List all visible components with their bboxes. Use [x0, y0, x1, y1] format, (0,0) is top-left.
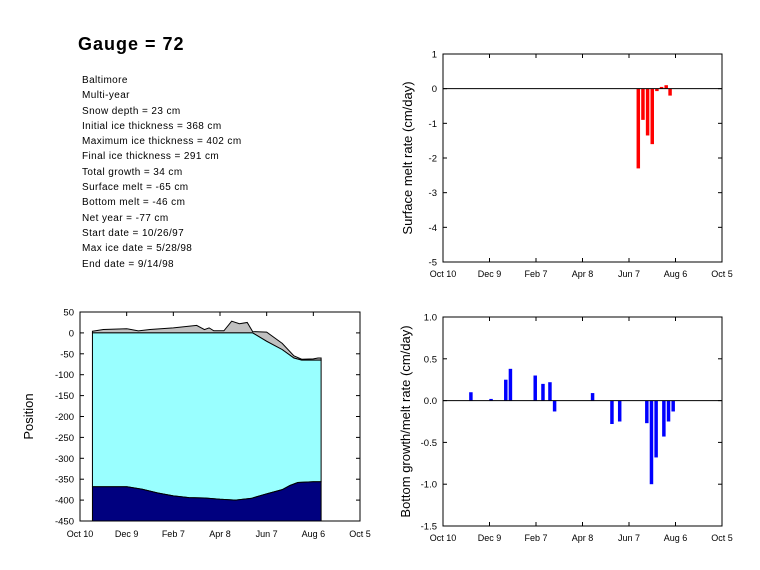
plot-frame: [442, 316, 723, 527]
y-tick-label: -200: [55, 412, 74, 423]
y-tick-label: 0: [69, 328, 74, 339]
bar: [671, 400, 675, 412]
bar: [645, 88, 650, 136]
x-tick-label: Feb 7: [162, 529, 185, 539]
bar: [666, 400, 671, 422]
y-tick-label: 0: [432, 84, 437, 95]
bar: [659, 86, 664, 89]
x-tick-label: Oct 10: [430, 533, 457, 543]
info-line: Final ice thickness = 291 cm: [82, 151, 220, 163]
bar: [662, 400, 666, 437]
y-tick-label: -400: [55, 496, 74, 507]
y-tick-label: -350: [55, 475, 74, 486]
x-tick-label: Dec 9: [115, 529, 139, 539]
y-axis-label: Bottom growth/melt rate (cm/day): [398, 325, 413, 517]
bar: [590, 393, 595, 401]
info-line: Baltimore: [82, 75, 128, 86]
bar: [469, 392, 473, 401]
info-line: Multi-year: [82, 90, 130, 102]
bar: [654, 400, 658, 458]
y-tick-label: 0.0: [424, 396, 437, 407]
info-block: Baltimore Multi-year Snow depth = 23 cm Ini…: [82, 73, 242, 272]
bar: [541, 383, 545, 401]
bar: [645, 400, 649, 424]
bar: [636, 88, 641, 169]
x-tick-label: Dec 9: [478, 269, 502, 279]
x-tick-label: Jun 7: [618, 533, 640, 543]
plot-frame: [79, 311, 361, 522]
bar: [610, 400, 614, 425]
info-line: Maximum ice thickness = 402 cm: [82, 136, 242, 148]
info-line: Snow depth = 23 cm: [82, 105, 181, 117]
bar: [641, 88, 645, 120]
y-tick-label: 1.0: [424, 313, 437, 324]
bar: [668, 88, 672, 96]
x-tick-label: Aug 6: [664, 533, 688, 543]
x-tick-label: Dec 9: [478, 533, 502, 543]
bar: [533, 375, 537, 401]
x-tick-label: Jun 7: [618, 269, 640, 279]
x-tick-label: Oct 5: [711, 533, 733, 543]
x-tick-label: Feb 7: [524, 533, 547, 543]
info-line: Total growth = 34 cm: [82, 166, 183, 178]
x-tick-label: Apr 8: [209, 529, 231, 539]
x-tick-label: Oct 5: [349, 529, 371, 539]
x-tick-label: Apr 8: [572, 533, 594, 543]
y-tick-label: -1.5: [421, 522, 437, 533]
y-tick-label: -450: [55, 517, 74, 528]
y-tick-label: 50: [63, 308, 74, 319]
bar: [508, 368, 513, 401]
bar: [664, 85, 668, 89]
y-tick-label: -50: [60, 349, 74, 360]
y-axis-label: Surface melt rate (cm/day): [400, 81, 415, 234]
y-tick-label: -3: [429, 188, 437, 199]
y-axis-label: Position: [21, 393, 36, 439]
y-tick-label: -250: [55, 433, 74, 444]
info-line: Net year = -77 cm: [82, 212, 169, 224]
x-tick-label: Apr 8: [572, 269, 594, 279]
y-tick-label: -1.0: [421, 480, 437, 491]
y-tick-label: -0.5: [421, 438, 437, 449]
bar: [552, 400, 557, 412]
info-line: Start date = 10/26/97: [82, 227, 185, 239]
bar: [655, 88, 659, 92]
y-tick-label: -150: [55, 391, 74, 402]
y-tick-label: -4: [429, 223, 437, 234]
gauge-title: Gauge = 72: [78, 34, 185, 54]
bar: [504, 379, 508, 401]
x-tick-label: Oct 5: [711, 269, 733, 279]
y-tick-label: -1: [429, 119, 437, 130]
bar: [548, 382, 552, 401]
info-line: End date = 9/14/98: [82, 258, 174, 270]
x-tick-label: Jun 7: [256, 529, 278, 539]
y-tick-label: -300: [55, 454, 74, 465]
info-line: Max ice date = 5/28/98: [82, 243, 193, 255]
info-line: Initial ice thickness = 368 cm: [82, 120, 222, 132]
ice-area: [91, 332, 322, 501]
y-tick-label: 0.5: [424, 354, 437, 365]
y-tick-label: -100: [55, 370, 74, 381]
bar: [649, 400, 654, 485]
info-line: Bottom melt = -46 cm: [82, 197, 186, 209]
bar: [617, 400, 622, 422]
x-tick-label: Oct 10: [67, 529, 94, 539]
y-tick-label: -2: [429, 154, 437, 165]
x-tick-label: Oct 10: [430, 269, 457, 279]
y-tick-label: 1: [432, 50, 437, 61]
x-tick-label: Aug 6: [302, 529, 326, 539]
bar: [489, 398, 493, 401]
x-tick-label: Feb 7: [524, 269, 547, 279]
bar: [650, 88, 654, 145]
x-tick-label: Aug 6: [664, 269, 688, 279]
plot-frame: [442, 53, 723, 263]
info-line: Surface melt = -65 cm: [82, 182, 189, 194]
y-tick-label: -5: [429, 258, 437, 269]
